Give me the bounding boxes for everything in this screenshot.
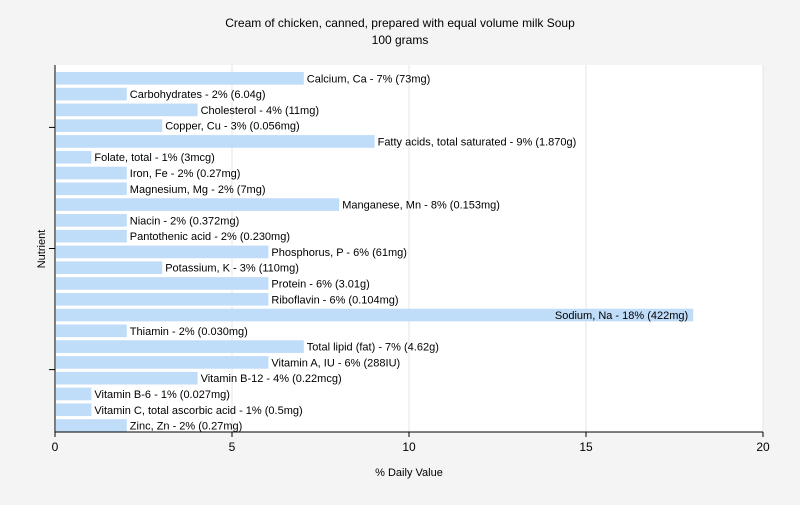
bar-label: Vitamin B-6 - 1% (0.027mg) <box>94 389 230 401</box>
grid-lines <box>231 65 764 432</box>
bar-labels: Calcium, Ca - 7% (73mg) Carbohydrates - 2… <box>94 73 688 432</box>
bar <box>56 72 304 85</box>
bar <box>56 245 269 259</box>
bar-label: Total lipid (fat) - 7% (4.62g) <box>307 342 439 354</box>
bar-label: Vitamin A, IU - 6% (288IU) <box>271 357 400 369</box>
bar-label: Pantothenic acid - 2% (0.230mg) <box>130 231 290 243</box>
bar <box>56 182 127 196</box>
bar <box>56 103 198 117</box>
bar <box>56 135 375 148</box>
bar <box>56 308 694 322</box>
bar <box>56 340 304 353</box>
bars <box>56 72 694 432</box>
bar-label: Vitamin B-12 - 4% (0.22mcg) <box>201 373 342 385</box>
y-axis-label: Nutrient <box>36 230 48 269</box>
bar-label: Phosphorus, P - 6% (61mg) <box>271 247 407 259</box>
x-axis-label: % Daily Value <box>375 467 443 479</box>
bar <box>56 198 340 211</box>
x-tick-label: 0 <box>52 440 59 454</box>
bar <box>56 261 163 275</box>
x-tick-label: 5 <box>229 440 236 454</box>
bar-label: Niacin - 2% (0.372mg) <box>130 215 239 227</box>
x-tick-label: 10 <box>402 440 416 454</box>
bar <box>56 403 92 417</box>
bar-label: Fatty acids, total saturated - 9% (1.870… <box>378 136 577 148</box>
bar-label: Manganese, Mn - 8% (0.153mg) <box>342 200 500 212</box>
bar <box>56 324 127 338</box>
bar-label: Vitamin C, total ascorbic acid - 1% (0.5… <box>94 405 302 417</box>
bar <box>56 229 127 243</box>
bar <box>56 387 92 401</box>
bar <box>56 371 198 385</box>
bar-label: Carbohydrates - 2% (6.04g) <box>130 89 266 101</box>
axes: 0 5 10 15 20 <box>49 65 770 454</box>
chart-title: Cream of chicken, canned, prepared with … <box>225 16 575 30</box>
bar <box>56 356 269 369</box>
bar-label: Protein - 6% (3.01g) <box>271 278 369 290</box>
bar-label: Cholesterol - 4% (11mg) <box>201 105 319 117</box>
bar-label: Sodium, Na - 18% (422mg) <box>555 310 688 322</box>
x-tick-label: 15 <box>579 440 593 454</box>
bar <box>56 119 163 132</box>
chart-subtitle: 100 grams <box>372 33 429 47</box>
bar-label: Iron, Fe - 2% (0.27mg) <box>130 168 241 180</box>
bar-label: Magnesium, Mg - 2% (7mg) <box>130 184 266 196</box>
bar-label: Folate, total - 1% (3mcg) <box>94 152 214 164</box>
bar-label: Thiamin - 2% (0.030mg) <box>130 326 248 338</box>
bar-label: Calcium, Ca - 7% (73mg) <box>307 73 430 85</box>
bar-label: Copper, Cu - 3% (0.056mg) <box>165 121 300 133</box>
bar <box>56 150 92 164</box>
bar <box>56 166 127 180</box>
bar <box>56 277 269 290</box>
bar <box>56 292 269 306</box>
bar-label: Riboflavin - 6% (0.104mg) <box>271 294 398 306</box>
x-tick-label: 20 <box>756 440 770 454</box>
bar <box>56 214 127 227</box>
bar-label: Potassium, K - 3% (110mg) <box>165 263 299 275</box>
bar <box>56 87 127 101</box>
bar <box>56 419 127 432</box>
bar-label: Zinc, Zn - 2% (0.27mg) <box>130 421 242 433</box>
